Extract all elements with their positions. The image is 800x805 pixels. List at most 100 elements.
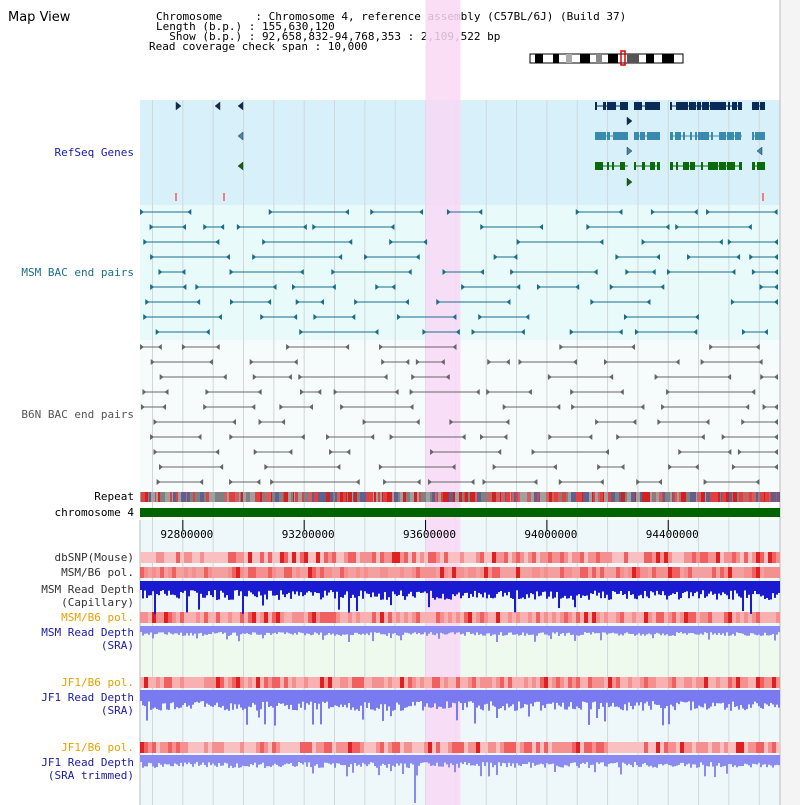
heatmap-cell bbox=[496, 567, 500, 578]
heatmap-cell bbox=[340, 677, 344, 688]
depth-bar bbox=[704, 755, 706, 777]
depth-bar bbox=[578, 755, 580, 768]
depth-bar bbox=[464, 626, 466, 636]
chromosome-ideogram[interactable] bbox=[529, 50, 684, 66]
depth-bar bbox=[452, 626, 454, 633]
bac-end bbox=[164, 389, 169, 395]
bac-end bbox=[302, 224, 307, 230]
heatmap-cell bbox=[200, 742, 204, 753]
heatmap-cell bbox=[380, 677, 384, 688]
heatmap-cell bbox=[356, 567, 360, 578]
depth-bar bbox=[400, 690, 402, 711]
depth-bar bbox=[622, 581, 624, 596]
heatmap-cell bbox=[424, 612, 428, 623]
repeat-element bbox=[272, 492, 275, 502]
bac-end bbox=[486, 389, 491, 395]
chromosome-bar[interactable] bbox=[140, 508, 780, 517]
depth-bar bbox=[202, 626, 204, 636]
repeat-element bbox=[776, 492, 777, 502]
depth-bar bbox=[758, 626, 760, 635]
msm-bac-track[interactable] bbox=[140, 209, 778, 335]
depth-bar bbox=[424, 581, 426, 592]
depth-bar bbox=[438, 626, 440, 639]
heatmap-cell bbox=[264, 552, 268, 563]
heatmap-cell bbox=[384, 567, 388, 578]
depth-bar bbox=[652, 755, 654, 768]
heatmap-cell bbox=[360, 552, 364, 563]
repeat-element bbox=[304, 492, 308, 502]
depth-bar bbox=[368, 581, 370, 594]
repeat-element bbox=[665, 492, 668, 502]
depth-bar bbox=[344, 581, 346, 595]
repeat-element bbox=[435, 492, 437, 502]
depth-bar bbox=[274, 690, 276, 726]
repeat-track[interactable] bbox=[140, 492, 780, 502]
bac-end bbox=[572, 359, 577, 365]
depth-bar bbox=[202, 755, 204, 763]
heatmap-cell bbox=[540, 612, 544, 623]
depth-bar bbox=[216, 626, 218, 634]
depth-bar bbox=[240, 755, 242, 768]
gene-exon bbox=[670, 162, 673, 170]
depth-bar bbox=[362, 755, 364, 763]
depth-bar bbox=[640, 690, 642, 703]
depth-bar bbox=[762, 581, 764, 596]
bac-end bbox=[378, 464, 383, 470]
repeat-element bbox=[593, 492, 595, 502]
depth-bar bbox=[334, 755, 336, 768]
heatmap-cell bbox=[256, 742, 260, 753]
depth-bar bbox=[410, 581, 412, 592]
depth-bar bbox=[268, 581, 270, 591]
heatmap-tracks[interactable] bbox=[140, 552, 780, 753]
depth-bar bbox=[484, 581, 486, 593]
heatmap-cell bbox=[616, 552, 620, 563]
depth-bar bbox=[450, 581, 452, 600]
depth-bar bbox=[522, 581, 524, 598]
bac-end bbox=[262, 239, 267, 245]
gene-exon bbox=[739, 132, 741, 140]
depth-bar bbox=[496, 626, 498, 642]
bac-end bbox=[479, 269, 484, 275]
depth-bar bbox=[254, 626, 256, 633]
heatmap-cell bbox=[200, 552, 204, 563]
depth-bar bbox=[266, 755, 268, 767]
repeat-element bbox=[574, 492, 576, 502]
depth-bar bbox=[522, 626, 524, 633]
depth-bar bbox=[456, 690, 458, 721]
depth-bar bbox=[404, 690, 406, 708]
depth-bar bbox=[480, 581, 482, 595]
depth-bar bbox=[580, 690, 582, 710]
heatmap-cell bbox=[448, 612, 452, 623]
depth-bar bbox=[540, 581, 542, 596]
depth-bar bbox=[338, 581, 340, 610]
repeat-element bbox=[721, 492, 722, 502]
depth-bar bbox=[198, 755, 200, 766]
gene-marker bbox=[762, 193, 764, 201]
heatmap-cell bbox=[604, 612, 608, 623]
heatmap-cell bbox=[528, 552, 532, 563]
heatmap-cell bbox=[612, 612, 616, 623]
heatmap-cell bbox=[760, 612, 764, 623]
b6n-bac-track[interactable] bbox=[140, 344, 778, 485]
heatmap-cell bbox=[492, 742, 496, 753]
bac-end bbox=[588, 434, 593, 440]
depth-bar bbox=[572, 755, 574, 763]
bac-end bbox=[159, 464, 164, 470]
bac-end bbox=[219, 464, 224, 470]
depth-bar bbox=[518, 626, 520, 636]
refseq-genes-track[interactable] bbox=[175, 101, 765, 201]
heatmap-cell bbox=[356, 612, 360, 623]
gene-exon bbox=[653, 102, 660, 110]
repeat-element bbox=[182, 492, 186, 502]
bac-end bbox=[668, 464, 673, 470]
repeat-element bbox=[343, 492, 346, 502]
heatmap-cell bbox=[196, 552, 200, 563]
read-depth-tracks[interactable] bbox=[140, 581, 780, 803]
repeat-element bbox=[726, 492, 729, 502]
repeat-element bbox=[348, 492, 352, 502]
depth-bar bbox=[666, 626, 668, 635]
heatmap-cell bbox=[212, 677, 216, 688]
header-length: Length (b.p.) : 155,630,120 bbox=[156, 20, 335, 33]
depth-bar bbox=[158, 755, 160, 764]
